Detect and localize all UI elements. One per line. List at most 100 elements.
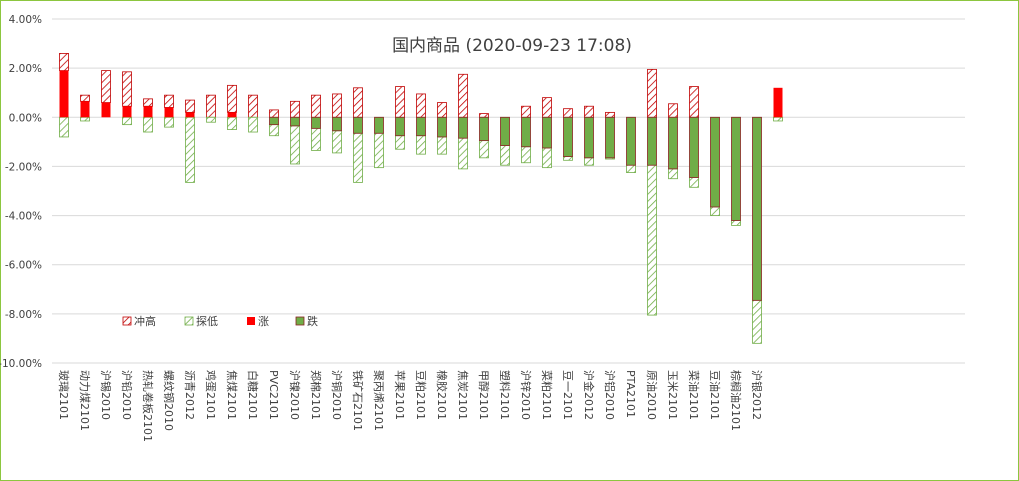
bar-low bbox=[416, 135, 426, 155]
x-tick-label: 沪铅2010 bbox=[120, 370, 134, 420]
bar-low bbox=[437, 136, 447, 155]
bar-down bbox=[731, 116, 741, 221]
bar-high bbox=[437, 102, 447, 118]
x-tick-label: 甲醇2101 bbox=[477, 370, 491, 420]
y-tick-label: -6.00% bbox=[5, 260, 42, 272]
bar-high bbox=[479, 113, 489, 118]
x-tick-label: PTA2101 bbox=[624, 370, 637, 418]
bar-down bbox=[710, 116, 720, 208]
bar-high bbox=[80, 94, 90, 102]
bar-low bbox=[395, 135, 405, 150]
x-tick-label: 苹果2101 bbox=[393, 370, 407, 420]
bar-high bbox=[206, 94, 216, 118]
bar-down bbox=[752, 116, 762, 301]
bar-down bbox=[374, 116, 384, 134]
chart-title: 国内商品 (2020-09-23 17:08) bbox=[392, 36, 632, 56]
legend: 冲高 探低 涨 跌 bbox=[122, 314, 318, 328]
bar-down bbox=[647, 116, 657, 166]
legend-label: 冲高 bbox=[134, 314, 156, 328]
y-tick-label: 4.00% bbox=[9, 14, 42, 26]
bar-low bbox=[689, 177, 699, 188]
bar-down bbox=[584, 116, 594, 159]
bar-high bbox=[584, 105, 594, 118]
y-tick-label: -10.00% bbox=[0, 358, 42, 370]
bar-up bbox=[773, 87, 783, 118]
bar-up bbox=[80, 101, 90, 118]
bar-high bbox=[248, 94, 258, 118]
bar-high bbox=[458, 73, 468, 118]
bar-down bbox=[353, 116, 363, 134]
bar-high bbox=[290, 100, 300, 118]
bar-up bbox=[227, 112, 237, 118]
bar-low bbox=[269, 124, 279, 137]
bar-down bbox=[542, 116, 552, 149]
y-tick-label: 2.00% bbox=[9, 63, 42, 75]
x-tick-label: 沪银2012 bbox=[750, 370, 764, 420]
bar-low bbox=[332, 130, 342, 154]
bar-low bbox=[143, 116, 153, 133]
x-tick-label: 铁矿石2101 bbox=[351, 370, 364, 431]
bar-high bbox=[332, 93, 342, 118]
bar-high bbox=[668, 103, 678, 118]
bar-high bbox=[59, 53, 69, 72]
bar-down bbox=[437, 116, 447, 138]
x-tick-label: 沪锌2010 bbox=[519, 370, 533, 420]
bar-low bbox=[227, 116, 237, 130]
bar-low bbox=[290, 125, 300, 165]
legend-swatch bbox=[247, 317, 255, 325]
bar-low bbox=[500, 145, 510, 166]
x-tick-label: 菜油2101 bbox=[687, 370, 701, 420]
bar-down bbox=[605, 116, 615, 159]
x-tick-label: 豆一2101 bbox=[561, 370, 574, 420]
bar-high bbox=[605, 111, 615, 118]
bar-up bbox=[101, 102, 111, 118]
bar-down bbox=[458, 116, 468, 139]
x-tick-label: 郑棉2101 bbox=[309, 370, 323, 420]
x-tick-label: 玻璃2101 bbox=[57, 370, 71, 420]
bar-low bbox=[563, 156, 573, 161]
bar-up bbox=[59, 70, 69, 118]
bar-down bbox=[689, 116, 699, 178]
bar-high bbox=[521, 105, 531, 118]
bar-low bbox=[353, 132, 363, 183]
bar-high bbox=[647, 68, 657, 118]
bar-low bbox=[248, 116, 258, 133]
bar-high bbox=[311, 94, 321, 118]
x-tick-label: 焦煤2101 bbox=[225, 370, 238, 420]
x-axis: 玻璃2101 动力煤2101 沪锡2010 沪铅2010 热轧卷板2101 螺纹钢2010… bbox=[57, 370, 764, 442]
x-tick-label: 橡胶2101 bbox=[435, 370, 449, 420]
legend-label: 涨 bbox=[258, 315, 269, 328]
y-tick-label: -2.00% bbox=[5, 161, 42, 173]
bar-low bbox=[752, 299, 762, 344]
bar-down bbox=[563, 116, 573, 157]
bar-high bbox=[689, 86, 699, 118]
bar-low bbox=[311, 127, 321, 151]
x-tick-label: 塑料2101 bbox=[498, 370, 512, 420]
y-tick-label: -4.00% bbox=[5, 211, 42, 223]
bar-up bbox=[164, 107, 174, 118]
bar-down bbox=[521, 116, 531, 148]
bar-down bbox=[479, 116, 489, 142]
bar-high bbox=[101, 70, 111, 103]
x-tick-label: 热轧卷板2101 bbox=[141, 370, 155, 442]
bar-low bbox=[185, 116, 195, 183]
bar-high bbox=[563, 108, 573, 118]
bar-low bbox=[710, 206, 720, 216]
bar-up bbox=[122, 106, 132, 118]
x-tick-label: 沥青2012 bbox=[183, 370, 196, 420]
bar-low bbox=[80, 116, 90, 122]
legend-swatch bbox=[184, 316, 194, 326]
y-tick-label: 0.00% bbox=[9, 112, 42, 124]
bar-low bbox=[206, 116, 216, 123]
bar-high bbox=[185, 99, 195, 113]
bar-low bbox=[122, 116, 132, 126]
bar-down bbox=[332, 116, 342, 132]
bar-low bbox=[647, 164, 657, 316]
bar-high bbox=[269, 109, 279, 118]
bar-high bbox=[353, 87, 363, 118]
bar-high bbox=[143, 98, 153, 107]
bar-up bbox=[185, 112, 195, 118]
x-tick-label: PVC2101 bbox=[267, 370, 280, 420]
x-tick-label: 沪锡2010 bbox=[99, 370, 113, 420]
